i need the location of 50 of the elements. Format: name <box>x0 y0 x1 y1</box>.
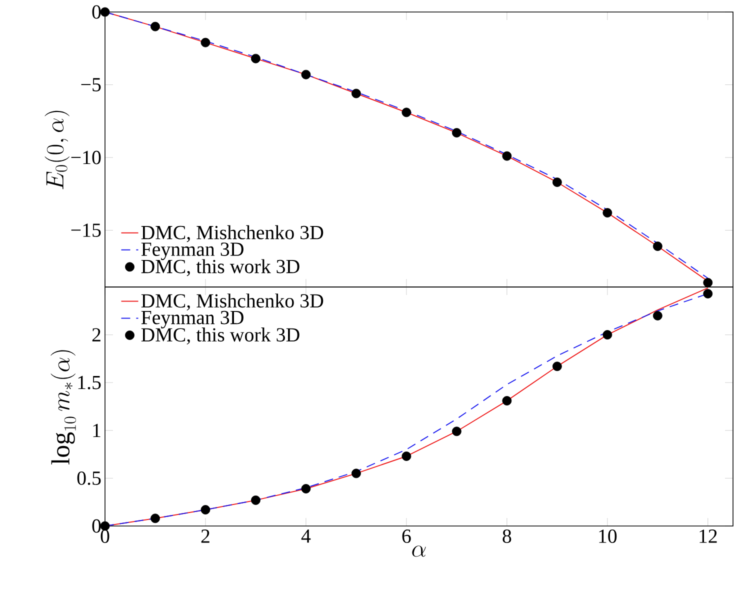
point <box>502 396 512 406</box>
y-tick-label: 0 <box>92 5 101 19</box>
point <box>251 54 260 64</box>
x-tick-label: 12 <box>700 530 717 543</box>
x-tick-label: 10 <box>599 530 617 543</box>
x-tick-label: 4 <box>301 530 311 543</box>
point <box>552 362 562 372</box>
point <box>402 108 412 118</box>
x-tick-label: 0 <box>100 530 110 543</box>
point <box>452 128 462 138</box>
y-tick-label: −15 <box>71 224 101 237</box>
point <box>352 88 361 98</box>
x-tick-label: 8 <box>502 530 512 543</box>
legend-label: Feynman 3D <box>141 242 244 260</box>
point <box>150 22 160 32</box>
point <box>402 452 412 461</box>
y-tick-label: 1 <box>93 424 100 437</box>
y-tick-label: 0 <box>92 519 101 533</box>
legend-label: DMC, Mishchenko 3D <box>141 294 324 310</box>
point <box>602 208 612 218</box>
legend-label: Feynman 3D <box>141 310 244 328</box>
y-axis-title: $E_0(0,\alpha)$ <box>44 110 70 190</box>
point <box>352 468 361 478</box>
point <box>150 514 160 524</box>
y-axis-title: $\log_{10} m_*(\alpha)$ <box>50 350 76 464</box>
point <box>652 242 662 251</box>
y-tick-label: 1.5 <box>78 376 101 390</box>
x-tick-label: 6 <box>402 530 411 543</box>
legend-label: DMC, this work 3D <box>141 328 300 344</box>
legend-label: DMC, Mishchenko 3D <box>141 225 324 242</box>
y-tick-label: −5 <box>81 78 101 92</box>
point <box>200 38 210 48</box>
point <box>552 178 562 187</box>
point <box>452 426 462 436</box>
x-axis-title: $\alpha$ <box>412 546 426 557</box>
point <box>652 310 662 320</box>
legend-label: DMC, this work 3D <box>141 259 300 276</box>
y-tick-label: −10 <box>71 150 101 164</box>
y-tick-label: 0.5 <box>77 471 101 485</box>
x-tick-label: 2 <box>201 530 210 543</box>
point <box>301 70 311 80</box>
point <box>703 278 713 288</box>
point <box>200 505 210 514</box>
y-tick-label: 2 <box>92 328 100 342</box>
point <box>703 289 713 298</box>
point <box>251 495 260 505</box>
point <box>602 330 612 340</box>
point <box>301 484 311 494</box>
point <box>100 7 110 17</box>
point <box>502 151 512 161</box>
